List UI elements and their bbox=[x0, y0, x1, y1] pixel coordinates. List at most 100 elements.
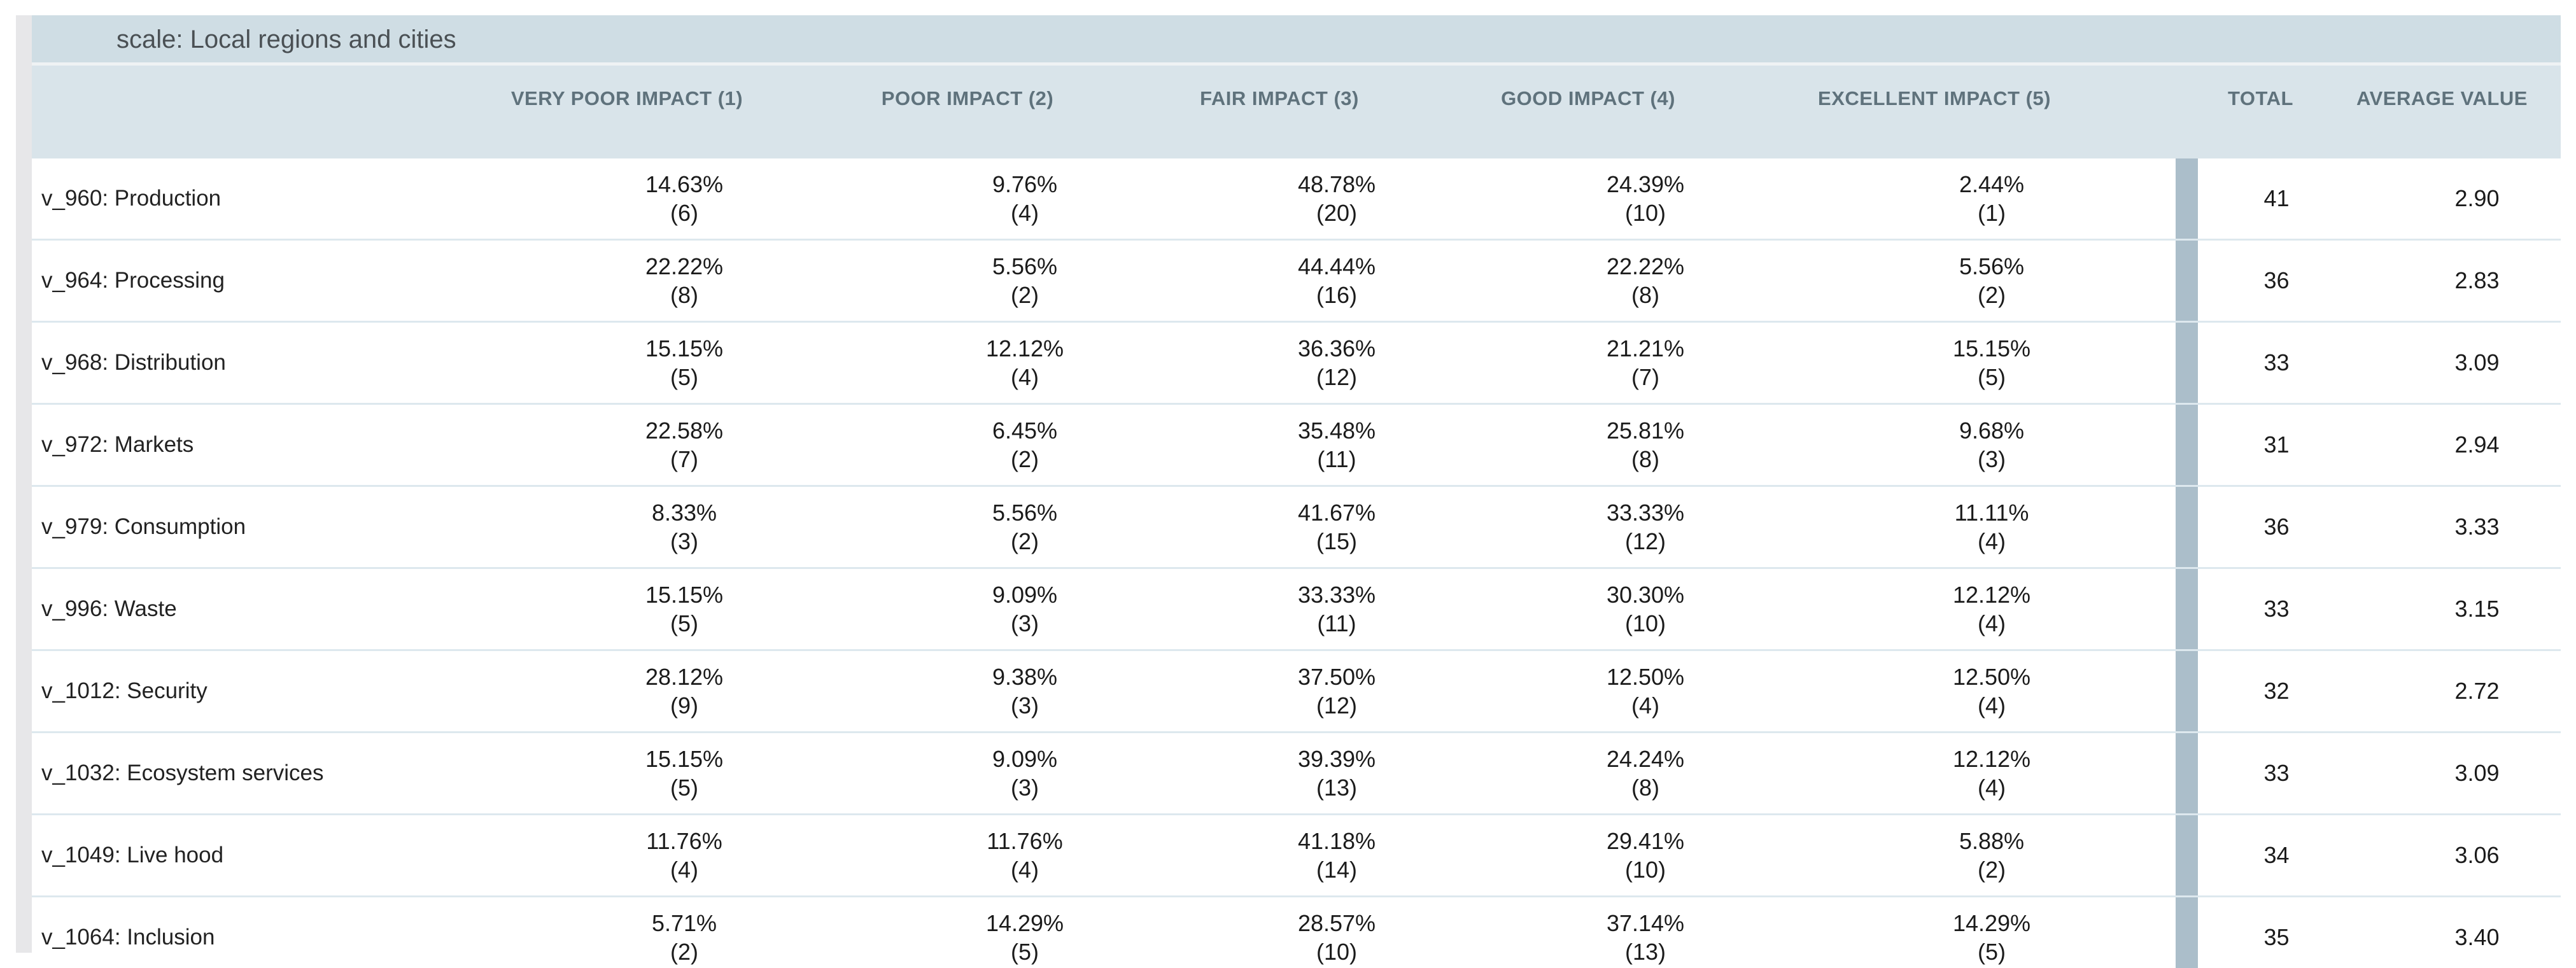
table-scrollbar-thumb[interactable] bbox=[2176, 239, 2198, 322]
cell-excellent: 2.44% (1) bbox=[1808, 158, 2176, 240]
cell-percent: 22.22% bbox=[645, 253, 724, 279]
cell-percent: 24.24% bbox=[1606, 746, 1685, 772]
cell-average: 2.94 bbox=[2355, 403, 2561, 486]
table-scrollbar-thumb[interactable] bbox=[2176, 813, 2198, 897]
cell-percent: 29.41% bbox=[1606, 828, 1685, 854]
cell-count: (2) bbox=[1978, 282, 2006, 308]
cell-very-poor: 15.15% (5) bbox=[509, 567, 859, 650]
cell-very-poor: 11.76% (4) bbox=[509, 813, 859, 897]
table-scrollbar-thumb[interactable] bbox=[2176, 485, 2198, 568]
cell-total: 36 bbox=[2198, 239, 2355, 322]
header-very-poor-impact: VERY POOR IMPACT (1) bbox=[509, 66, 859, 158]
cell-count: (2) bbox=[1978, 857, 2006, 883]
table-scrollbar-thumb[interactable] bbox=[2176, 321, 2198, 404]
cell-count: (5) bbox=[670, 775, 698, 801]
cell-percent: 12.12% bbox=[1952, 746, 2031, 772]
cell-average: 3.40 bbox=[2355, 895, 2561, 968]
cell-count: (5) bbox=[1978, 939, 2006, 965]
cell-percent: 6.45% bbox=[992, 417, 1058, 444]
cell-very-poor: 5.71% (2) bbox=[509, 895, 859, 968]
row-label: v_960: Production bbox=[32, 158, 509, 240]
page-scrollbar-track[interactable] bbox=[16, 15, 32, 953]
header-good-impact: GOOD IMPACT (4) bbox=[1483, 66, 1808, 158]
cell-very-poor: 15.15% (5) bbox=[509, 731, 859, 815]
average-value: 3.40 bbox=[2454, 924, 2500, 950]
cell-fair: 41.67% (15) bbox=[1190, 485, 1483, 568]
cell-average: 3.09 bbox=[2355, 731, 2561, 815]
cell-count: (4) bbox=[1011, 364, 1039, 390]
cell-total: 35 bbox=[2198, 895, 2355, 968]
table-row: v_968: Distribution 15.15% (5) 12.12% (4… bbox=[32, 321, 2561, 404]
cell-fair: 39.39% (13) bbox=[1190, 731, 1483, 815]
cell-average: 2.72 bbox=[2355, 649, 2561, 733]
table-scrollbar-thumb[interactable] bbox=[2176, 649, 2198, 733]
table-scrollbar-thumb[interactable] bbox=[2176, 567, 2198, 650]
cell-good: 24.39% (10) bbox=[1483, 158, 1808, 240]
cell-count: (10) bbox=[1316, 939, 1358, 965]
row-label: v_964: Processing bbox=[32, 239, 509, 322]
cell-count: (4) bbox=[1978, 528, 2006, 554]
cell-percent: 11.76% bbox=[646, 828, 722, 854]
cell-total: 31 bbox=[2198, 403, 2355, 486]
header-scrollbar-gap bbox=[2176, 66, 2198, 158]
cell-total: 34 bbox=[2198, 813, 2355, 897]
cell-count: (12) bbox=[1316, 692, 1358, 719]
cell-excellent: 12.50% (4) bbox=[1808, 649, 2176, 733]
row-label: v_979: Consumption bbox=[32, 485, 509, 568]
cell-count: (2) bbox=[1011, 282, 1039, 308]
cell-count: (4) bbox=[1631, 692, 1659, 719]
scale-results-table: VERY POOR IMPACT (1) POOR IMPACT (2) FAI… bbox=[32, 66, 2561, 968]
table-row: v_1064: Inclusion 5.71% (2) 14.29% (5) 2… bbox=[32, 895, 2561, 968]
cell-percent: 9.09% bbox=[992, 746, 1058, 772]
cell-fair: 37.50% (12) bbox=[1190, 649, 1483, 733]
cell-count: (15) bbox=[1316, 528, 1358, 554]
cell-percent: 22.22% bbox=[1606, 253, 1685, 279]
cell-average: 3.15 bbox=[2355, 567, 2561, 650]
table-row: v_1032: Ecosystem services 15.15% (5) 9.… bbox=[32, 731, 2561, 815]
table-scrollbar-thumb[interactable] bbox=[2176, 403, 2198, 486]
header-total: TOTAL bbox=[2198, 66, 2355, 158]
cell-very-poor: 28.12% (9) bbox=[509, 649, 859, 733]
cell-excellent: 5.56% (2) bbox=[1808, 239, 2176, 322]
cell-percent: 11.76% bbox=[987, 828, 1063, 854]
cell-fair: 44.44% (16) bbox=[1190, 239, 1483, 322]
cell-percent: 5.56% bbox=[1959, 253, 2025, 279]
cell-average: 3.06 bbox=[2355, 813, 2561, 897]
average-value: 2.94 bbox=[2454, 431, 2500, 458]
cell-count: (6) bbox=[670, 200, 698, 226]
cell-average: 3.33 bbox=[2355, 485, 2561, 568]
table-row: v_1049: Live hood 11.76% (4) 11.76% (4) … bbox=[32, 813, 2561, 897]
cell-percent: 37.14% bbox=[1606, 910, 1685, 936]
table-row: v_964: Processing 22.22% (8) 5.56% (2) 4… bbox=[32, 239, 2561, 322]
cell-percent: 22.58% bbox=[645, 417, 724, 444]
cell-count: (3) bbox=[1011, 692, 1039, 719]
cell-percent: 12.50% bbox=[1606, 664, 1685, 690]
cell-count: (10) bbox=[1624, 610, 1666, 636]
title-divider bbox=[32, 62, 2561, 66]
cell-percent: 28.12% bbox=[645, 664, 724, 690]
cell-count: (8) bbox=[1631, 775, 1659, 801]
cell-total: 41 bbox=[2198, 158, 2355, 240]
average-value: 3.09 bbox=[2454, 349, 2500, 375]
header-stub-cell bbox=[32, 66, 509, 158]
row-label: v_1032: Ecosystem services bbox=[32, 731, 509, 815]
table-row: v_972: Markets 22.58% (7) 6.45% (2) 35.4… bbox=[32, 403, 2561, 486]
table-scrollbar-thumb[interactable] bbox=[2176, 158, 2198, 240]
cell-good: 33.33% (12) bbox=[1483, 485, 1808, 568]
cell-percent: 9.38% bbox=[992, 664, 1058, 690]
cell-count: (3) bbox=[1978, 446, 2006, 472]
cell-count: (1) bbox=[1978, 200, 2006, 226]
table-scrollbar-thumb[interactable] bbox=[2176, 731, 2198, 815]
cell-percent: 15.15% bbox=[645, 746, 724, 772]
cell-percent: 28.57% bbox=[1297, 910, 1376, 936]
cell-count: (20) bbox=[1316, 200, 1358, 226]
cell-excellent: 14.29% (5) bbox=[1808, 895, 2176, 968]
cell-good: 24.24% (8) bbox=[1483, 731, 1808, 815]
cell-poor: 5.56% (2) bbox=[859, 485, 1190, 568]
cell-percent: 15.15% bbox=[645, 582, 724, 608]
cell-count: (10) bbox=[1624, 200, 1666, 226]
cell-very-poor: 22.58% (7) bbox=[509, 403, 859, 486]
cell-good: 22.22% (8) bbox=[1483, 239, 1808, 322]
table-scrollbar-thumb[interactable] bbox=[2176, 895, 2198, 968]
